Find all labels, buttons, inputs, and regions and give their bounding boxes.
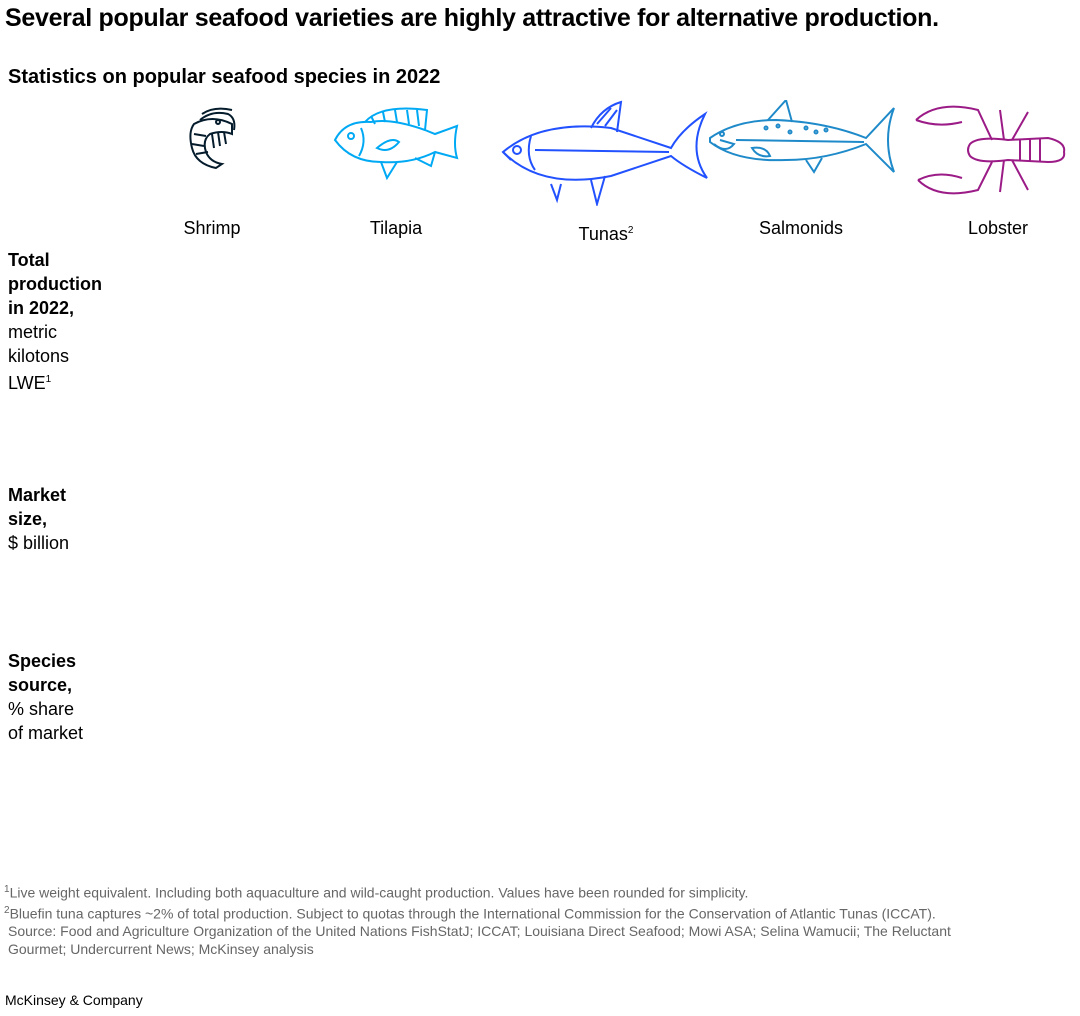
source-note: Source: Food and Agriculture Organizatio… — [8, 923, 951, 940]
species-salmonids: Salmonids — [709, 100, 895, 238]
row-label-bold: Market — [8, 485, 67, 505]
shrimp-icon — [189, 107, 236, 170]
footnote-ref: 2 — [627, 225, 634, 236]
species-lobster: Lobster — [908, 100, 1080, 238]
row-label-market-size: Market size, $ billion — [8, 483, 69, 555]
row-label-bold: in 2022, — [8, 298, 75, 318]
lobster-icon — [915, 105, 1066, 195]
row-label-total-production: Total production in 2022, metric kiloton… — [8, 248, 102, 395]
footnote-ref: 1 — [45, 374, 52, 385]
row-label-unit: of market — [8, 723, 84, 743]
species-label: Lobster — [967, 218, 1029, 238]
page-title: Several popular seafood varieties are hi… — [5, 4, 939, 32]
species-label: Shrimp — [183, 218, 241, 238]
tuna-icon — [501, 100, 708, 206]
row-label-unit: % share — [8, 699, 75, 719]
row-label-bold: Species — [8, 651, 77, 671]
row-label-bold: size, — [8, 509, 48, 529]
row-label-unit: metric — [8, 322, 57, 342]
row-label-bold: source, — [8, 675, 73, 695]
tilapia-icon — [333, 107, 459, 180]
species-shrimp: Shrimp — [122, 100, 302, 238]
species-label: Tilapia — [369, 218, 423, 238]
row-label-unit: $ billion — [8, 533, 70, 553]
footnote: 1Live weight equivalent. Including both … — [4, 884, 749, 901]
species-label: Tunas — [578, 224, 628, 244]
species-label: Salmonids — [758, 218, 844, 238]
footnotes: 1Live weight equivalent. Including both … — [4, 881, 951, 958]
row-label-bold: Total — [8, 250, 50, 270]
row-label-bold: production — [8, 274, 102, 294]
brand-logo-text: McKinsey & Company — [5, 992, 143, 1008]
row-label-species-source: Species source, % share of market — [8, 649, 83, 745]
row-label-unit: kilotons — [8, 346, 70, 366]
source-note: Gourmet; Undercurrent News; McKinsey ana… — [8, 941, 314, 958]
salmon-icon — [709, 100, 895, 174]
species-tuna: Tunas2 — [501, 100, 708, 244]
footnote: 2Bluefin tuna captures ~2% of total prod… — [4, 904, 936, 922]
row-label-unit: LWE — [8, 373, 46, 393]
species-tilapia: Tilapia — [306, 100, 486, 238]
chart-subtitle: Statistics on popular seafood species in… — [8, 66, 441, 88]
